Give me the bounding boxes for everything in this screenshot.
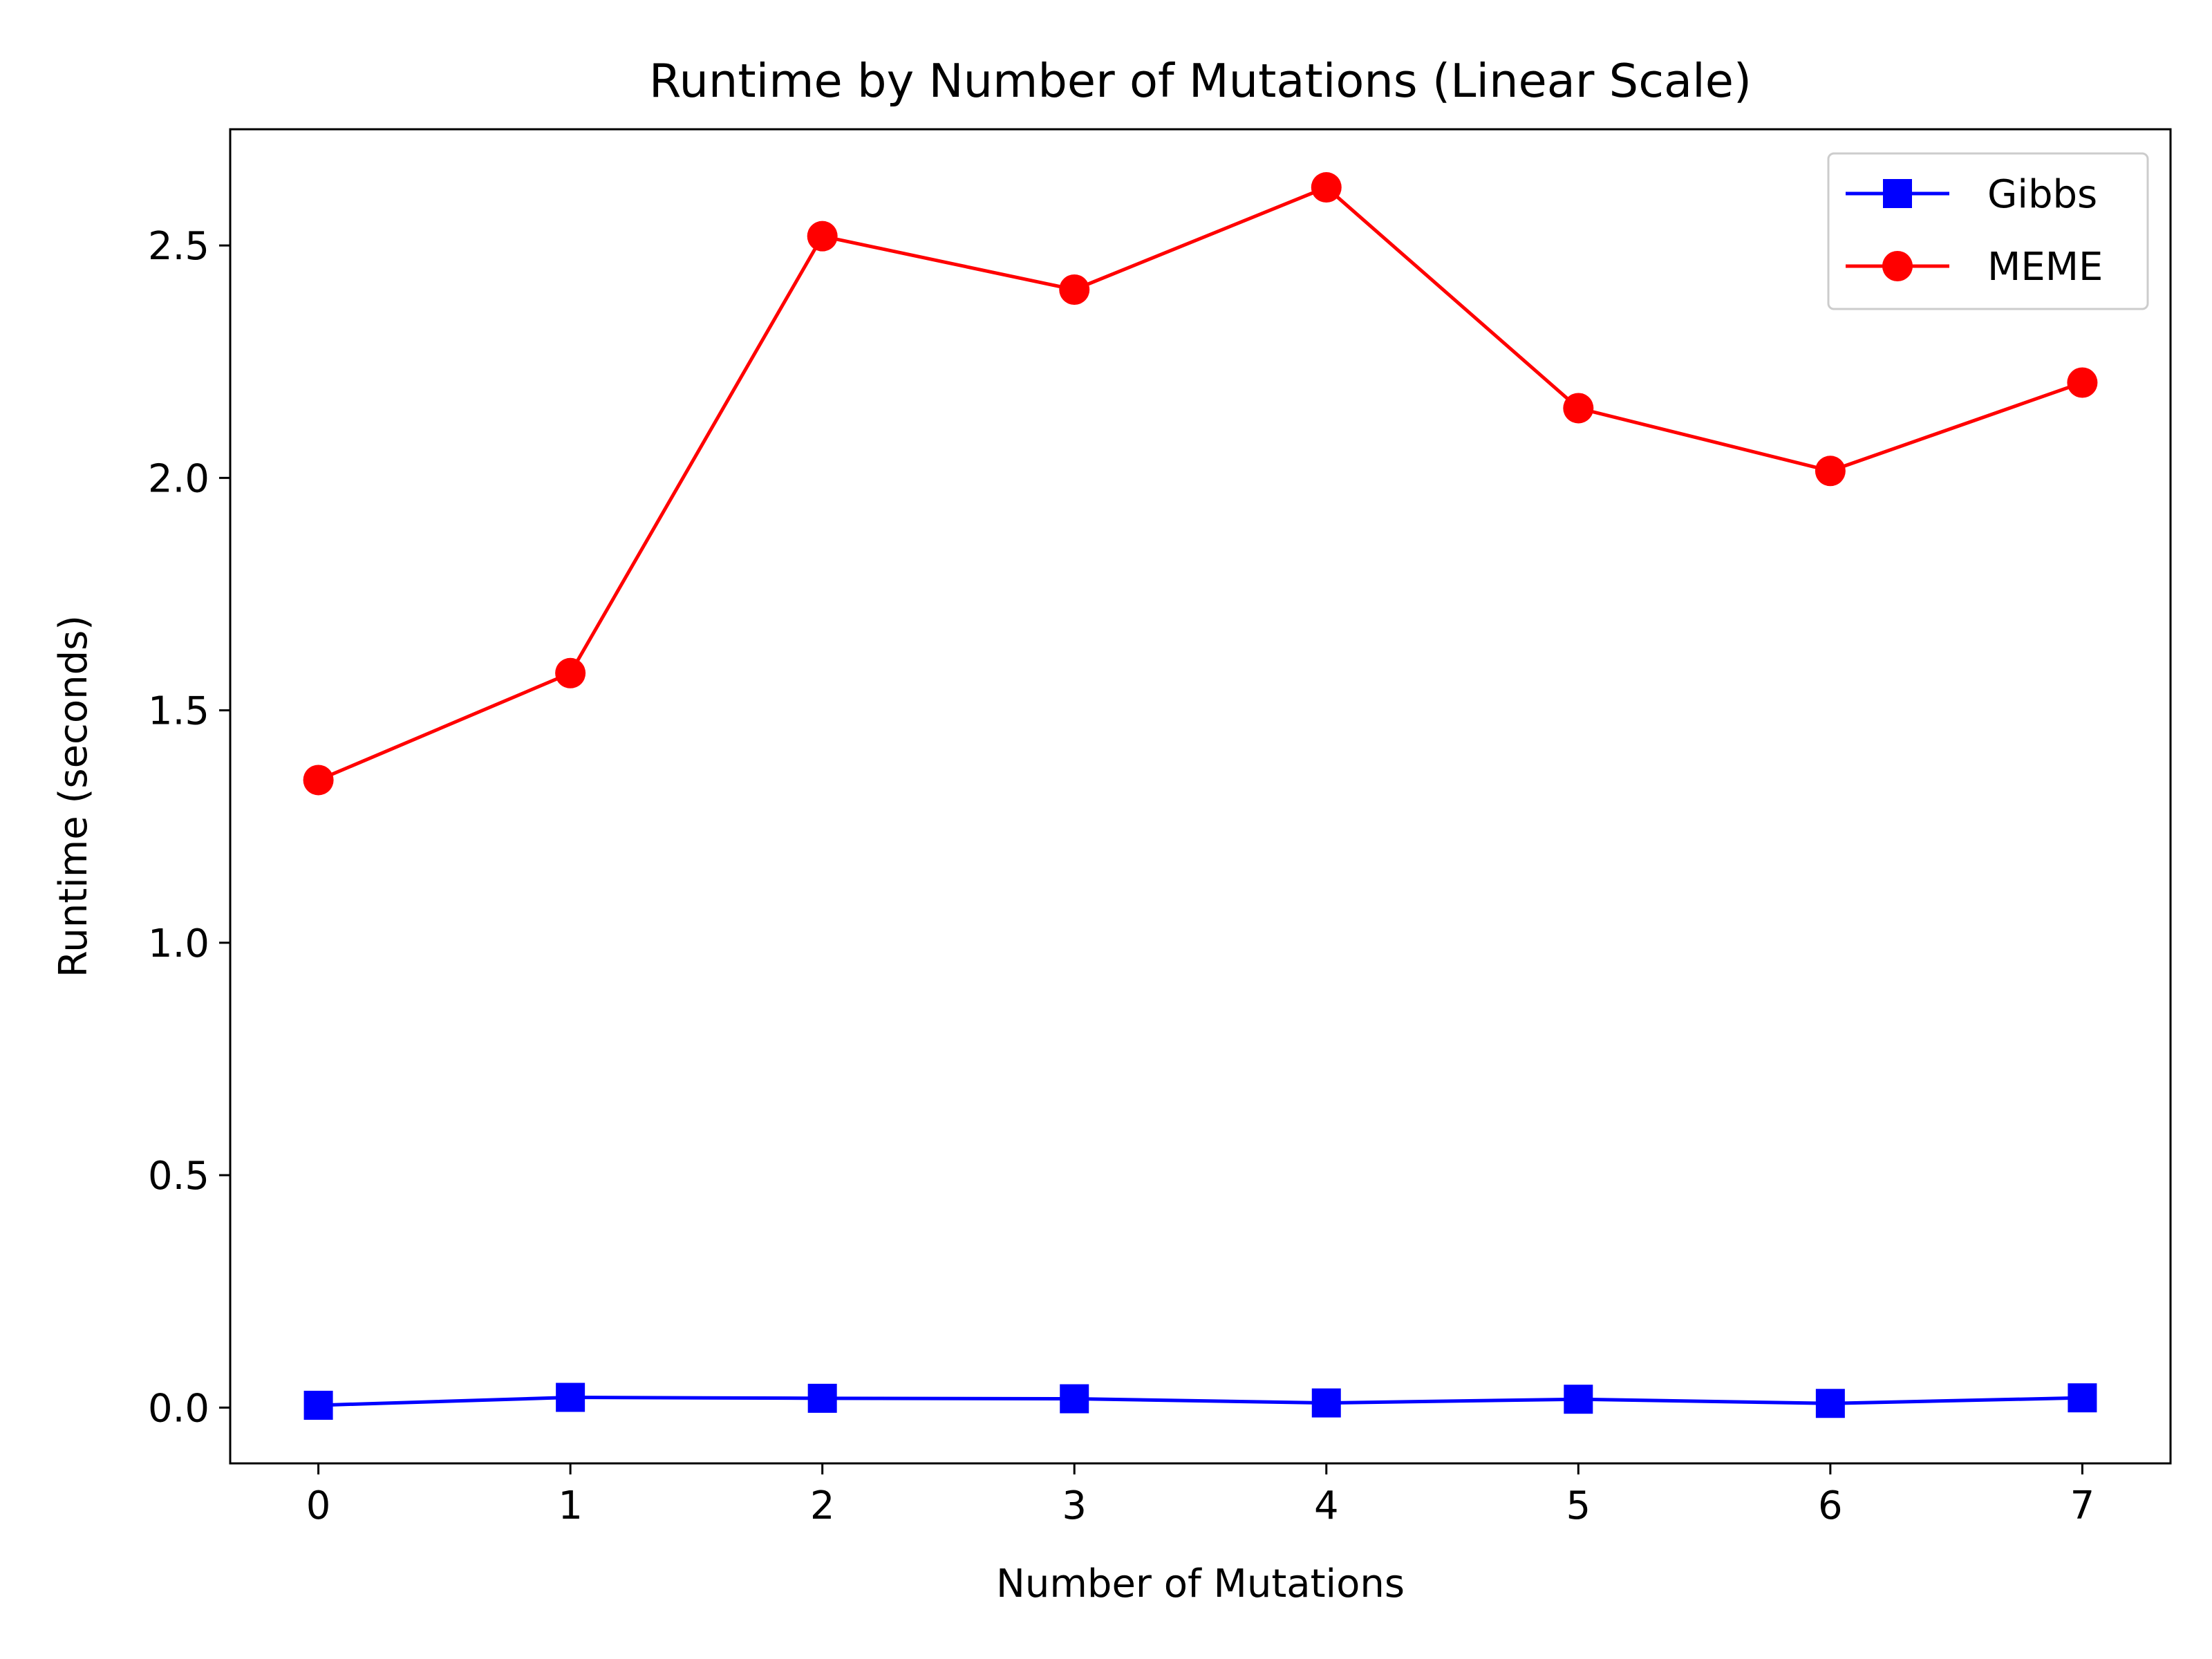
y-tick-label: 1.0 xyxy=(148,921,209,966)
data-point-meme xyxy=(807,221,838,252)
series-layer xyxy=(303,172,2098,1420)
plot-area xyxy=(229,128,2172,1465)
data-point-meme xyxy=(2067,367,2098,398)
legend-item-meme: MEME xyxy=(1846,245,2103,290)
data-point-gibbs xyxy=(807,1383,837,1413)
legend-label-meme: MEME xyxy=(1987,245,2103,290)
data-point-meme xyxy=(555,657,586,688)
x-tick-label: 7 xyxy=(2070,1483,2095,1528)
legend-marker-meme xyxy=(1882,251,1913,281)
x-tick-label: 3 xyxy=(1062,1483,1087,1528)
data-point-gibbs xyxy=(1311,1388,1341,1418)
data-point-gibbs xyxy=(1815,1389,1845,1418)
data-point-gibbs xyxy=(1564,1385,1593,1414)
y-tick-label: 2.0 xyxy=(148,456,209,501)
data-point-gibbs xyxy=(556,1382,585,1412)
x-tick-label: 5 xyxy=(1566,1483,1591,1528)
x-tick-label: 1 xyxy=(558,1483,583,1528)
data-point-meme xyxy=(1059,274,1090,306)
series-line-gibbs xyxy=(318,1396,2083,1407)
data-point-meme xyxy=(1815,456,1846,487)
y-axis: 0.0 0.5 1.0 1.5 2.0 2.5 xyxy=(148,224,230,1431)
chart-title: Runtime by Number of Mutations (Linear S… xyxy=(649,54,1752,108)
x-tick-label: 2 xyxy=(810,1483,835,1528)
series-gibbs xyxy=(303,1382,2097,1420)
plot-frame xyxy=(229,128,2172,1465)
data-point-meme xyxy=(1563,393,1594,424)
x-axis-label: Number of Mutations xyxy=(996,1562,1405,1606)
series-meme xyxy=(303,172,2098,796)
data-point-gibbs xyxy=(1060,1384,1089,1414)
x-tick-label: 4 xyxy=(1314,1483,1339,1528)
legend-label-gibbs: Gibbs xyxy=(1987,172,2097,217)
data-point-gibbs xyxy=(303,1390,333,1420)
y-tick-label: 0.5 xyxy=(148,1154,209,1199)
legend: Gibbs MEME xyxy=(1827,152,2149,310)
y-axis-label: Runtime (seconds) xyxy=(51,615,96,977)
data-point-meme xyxy=(303,765,334,796)
legend-marker-gibbs xyxy=(1883,179,1912,208)
data-point-gibbs xyxy=(2068,1383,2097,1413)
x-tick-label: 0 xyxy=(306,1483,331,1528)
y-tick-label: 0.0 xyxy=(148,1386,209,1431)
data-point-meme xyxy=(1311,172,1342,203)
x-axis: 0 1 2 3 4 5 6 7 xyxy=(306,1463,2094,1528)
legend-item-gibbs: Gibbs xyxy=(1846,172,2097,217)
series-line-meme xyxy=(317,185,2083,782)
y-tick-label: 1.5 xyxy=(148,689,209,734)
y-tick-label: 2.5 xyxy=(148,224,209,269)
x-tick-label: 6 xyxy=(1818,1483,1843,1528)
